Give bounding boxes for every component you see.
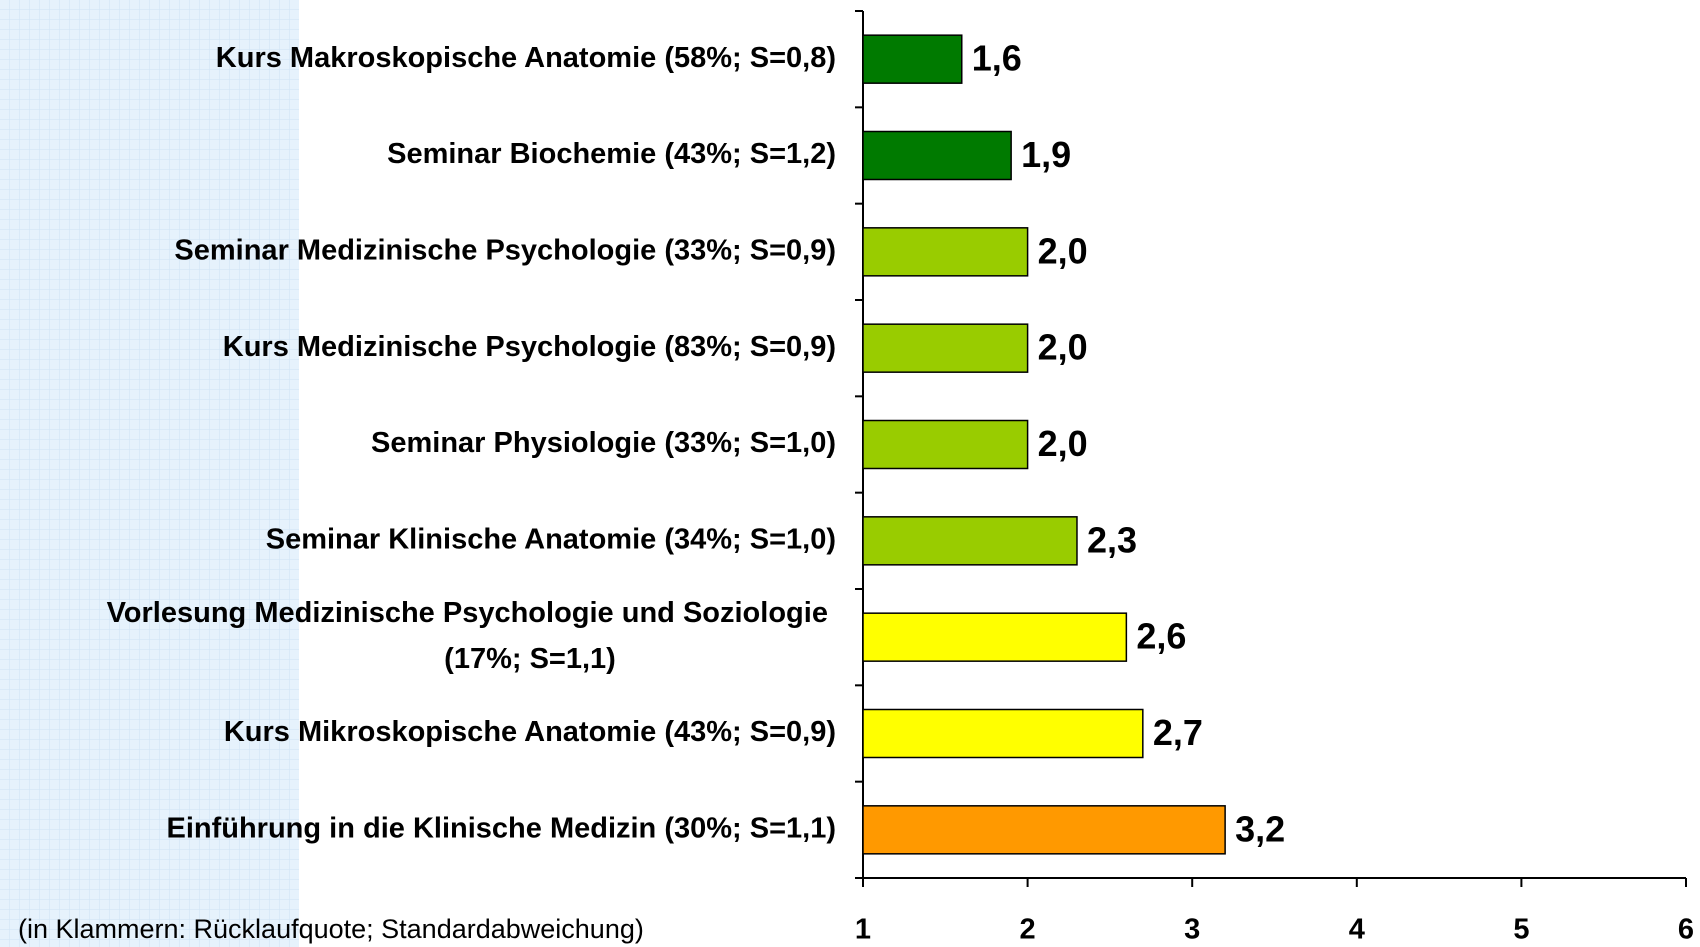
bar bbox=[862, 34, 963, 84]
category-label: Seminar Biochemie (43%; S=1,2) bbox=[387, 138, 836, 170]
value-label: 2,0 bbox=[1038, 327, 1088, 368]
bar bbox=[862, 130, 1012, 181]
value-label: 2,0 bbox=[1038, 423, 1088, 464]
bar bbox=[862, 708, 1144, 759]
value-label: 2,7 bbox=[1153, 712, 1203, 753]
x-tick-label: 1 bbox=[855, 914, 871, 946]
value-label: 3,2 bbox=[1235, 808, 1285, 849]
value-label: 1,9 bbox=[1021, 134, 1071, 175]
category-label: Seminar Physiologie (33%; S=1,0) bbox=[371, 427, 836, 459]
x-tick-label: 2 bbox=[1020, 914, 1036, 946]
x-tick-label: 5 bbox=[1513, 914, 1529, 946]
category-label: Vorlesung Medizinische Psychologie und S… bbox=[107, 597, 836, 675]
x-tick-label: 6 bbox=[1678, 914, 1694, 946]
category-label: Kurs Medizinische Psychologie (83%; S=0,… bbox=[223, 331, 836, 363]
bar bbox=[862, 612, 1128, 662]
value-label: 2,0 bbox=[1038, 230, 1088, 271]
bar bbox=[862, 516, 1078, 566]
bar bbox=[862, 227, 1029, 277]
category-label: Seminar Klinische Anatomie (34%; S=1,0) bbox=[266, 523, 836, 555]
category-label: Kurs Makroskopische Anatomie (58%; S=0,8… bbox=[216, 42, 836, 74]
category-label: Einführung in die Klinische Medizin (30%… bbox=[166, 812, 836, 844]
footnote: (in Klammern: Rücklaufquote; Standardabw… bbox=[18, 914, 644, 944]
category-label: Seminar Medizinische Psychologie (33%; S… bbox=[174, 234, 836, 266]
value-label: 2,3 bbox=[1087, 519, 1137, 560]
value-label: 2,6 bbox=[1136, 616, 1186, 657]
background-panel bbox=[0, 0, 299, 947]
bar bbox=[862, 323, 1029, 373]
x-tick-label: 4 bbox=[1349, 914, 1365, 946]
category-label: Kurs Mikroskopische Anatomie (43%; S=0,9… bbox=[224, 716, 836, 748]
bar bbox=[862, 419, 1029, 470]
category-label-line: Vorlesung Medizinische Psychologie und S… bbox=[107, 597, 836, 629]
x-tick-label: 3 bbox=[1184, 914, 1200, 946]
bar bbox=[862, 805, 1226, 855]
value-label: 1,6 bbox=[972, 38, 1022, 79]
category-label-line: (17%; S=1,1) bbox=[444, 643, 616, 675]
